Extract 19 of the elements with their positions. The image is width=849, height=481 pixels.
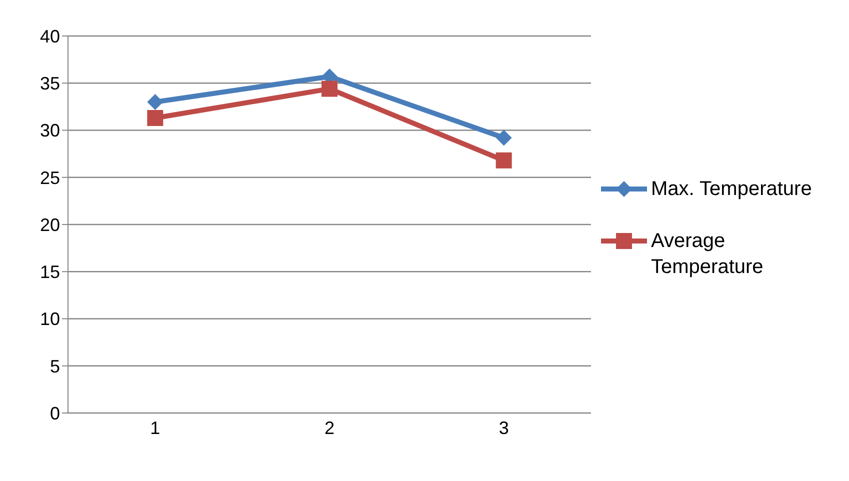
point — [496, 130, 512, 146]
point — [147, 110, 164, 126]
y-tick-label: 35 — [40, 74, 60, 94]
y-tick-label: 25 — [40, 168, 60, 188]
y-tick-label: 0 — [50, 403, 60, 424]
x-tick-label: 2 — [324, 418, 335, 438]
x-tick-label: 3 — [498, 418, 509, 438]
y-tick-label: 40 — [40, 26, 60, 46]
y-tick-label: 10 — [40, 309, 60, 330]
y-tick-label: 5 — [50, 356, 60, 376]
legend-label: Average Temperature — [651, 228, 764, 280]
y-tick-label: 30 — [40, 120, 60, 141]
x-tick-label: 1 — [150, 418, 160, 438]
point — [496, 152, 512, 168]
legend-label: Max. Temperature — [651, 176, 812, 202]
point — [322, 80, 338, 97]
y-tick-label: 15 — [40, 262, 60, 282]
point — [147, 94, 164, 110]
y-tick-label: 20 — [40, 214, 60, 235]
